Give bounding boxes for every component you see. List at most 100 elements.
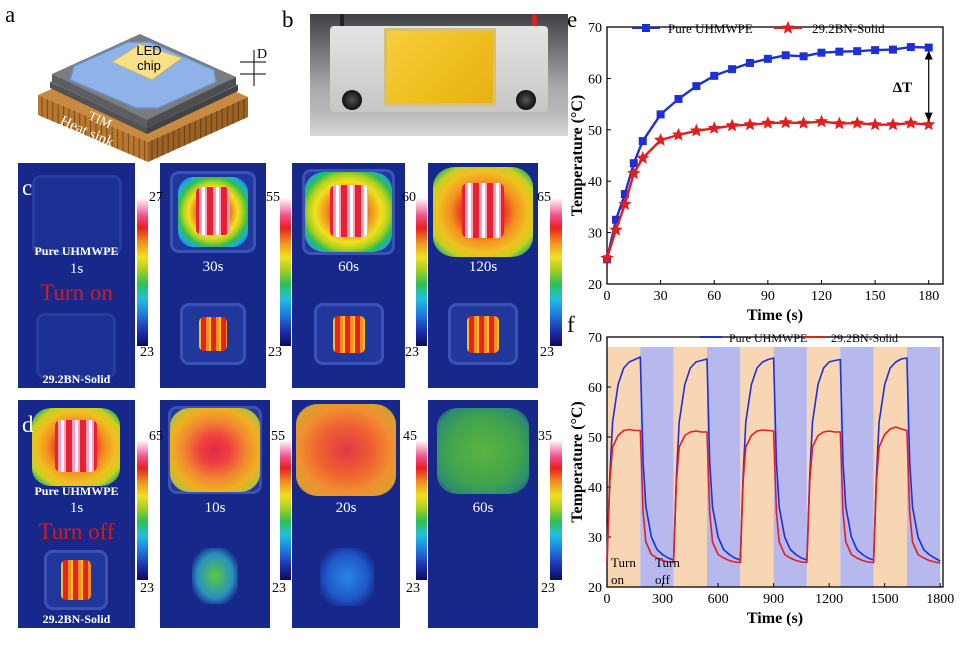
data-point-bn-solid [743, 117, 757, 131]
y-tick-label: 40 [588, 175, 602, 190]
colorbar-min: 23 [272, 581, 286, 596]
tim-layer-right [147, 85, 238, 134]
data-point-pure-uhmwpe [888, 45, 897, 54]
data-point-pure-uhmwpe [692, 82, 701, 91]
led-chip [110, 43, 184, 81]
action-label: Turn on [40, 280, 113, 305]
data-point-bn-solid [725, 118, 739, 132]
x-tick-label: 1500 [871, 592, 899, 607]
data-point-pure-uhmwpe [835, 47, 844, 56]
legend-label: Pure UHMWPE [729, 331, 807, 345]
sample-label-bottom: 29.2BN-Solid [42, 612, 111, 626]
colorbar [137, 440, 148, 580]
data-point-pure-uhmwpe [629, 159, 638, 168]
delta-t-arrowhead-top [924, 50, 933, 60]
colorbar-max: 60 [402, 190, 416, 205]
colorbar [550, 198, 562, 346]
data-point-pure-uhmwpe [817, 48, 826, 57]
led-hotspot-top [196, 187, 230, 235]
colorbar [416, 198, 427, 346]
colorbar-min: 23 [406, 581, 420, 596]
x-tick-label: 900 [763, 592, 784, 607]
panel-label-d: d [22, 412, 34, 437]
data-point-bn-solid [779, 115, 793, 129]
x-tick-label: 90 [761, 289, 775, 304]
y-tick-label: 20 [588, 581, 602, 596]
led-hotspot-bottom [333, 316, 365, 353]
thermal-image-c-30s: 30s [160, 163, 266, 388]
chart-e: 20 30 40 50 60 70 0 30 60 90 120 150 180 Time (s) Temp… [569, 21, 944, 324]
mount-rail [310, 114, 568, 136]
x-tick-label: 30 [654, 289, 668, 304]
data-point-pure-uhmwpe [728, 65, 737, 74]
time-label: 60s [472, 500, 494, 516]
x-tick-label: 120 [811, 289, 832, 304]
phosphor-area [384, 28, 496, 106]
data-point-bn-solid [689, 123, 703, 137]
panel-label-b: b [282, 7, 294, 32]
thickness-label: D [257, 47, 268, 62]
series-line-bn-solid [605, 120, 929, 259]
heat-sink-left-face [38, 95, 148, 162]
data-point-bn-solid [850, 116, 864, 129]
panel-label-e: e [567, 7, 578, 32]
thermal-image-c-120s: 120s [428, 163, 538, 388]
panel-label-a: a [5, 2, 16, 27]
data-point-bn-solid [796, 116, 811, 129]
cooling-band [640, 347, 674, 587]
led-module-photo [310, 14, 568, 136]
colorbar-max: 35 [538, 429, 552, 444]
time-label: 30s [202, 259, 224, 275]
x-tick-label: 180 [918, 289, 939, 304]
cooling-band [906, 347, 941, 587]
led-module-schematic [38, 34, 266, 162]
screw-right [516, 90, 536, 110]
legend-marker [642, 24, 650, 32]
sample-label-top: Pure UHMWPE [34, 484, 119, 498]
black-wire [340, 14, 344, 36]
heat-spot-bottom [320, 548, 374, 606]
heating-band [806, 347, 841, 587]
data-point-bn-solid [636, 151, 650, 164]
colorbar-max: 27 [149, 190, 163, 205]
delta-t-label: ΔT [893, 80, 912, 96]
data-point-pure-uhmwpe [799, 52, 808, 61]
y-tick-label: 70 [588, 331, 602, 346]
colorbar-max: 55 [266, 190, 280, 205]
heating-band [673, 347, 707, 587]
led-hotspot-bottom [61, 560, 91, 600]
time-label: 1s [69, 261, 84, 277]
chart-f: 20 30 40 50 60 70 0 300 600 900 1200 1500 1800 Time (… [569, 331, 954, 627]
legend-marker [781, 21, 795, 34]
chip-package-bottom [36, 313, 116, 379]
sample-label-bottom: 29.2BN-Solid [42, 372, 111, 386]
y-tick-label: 60 [588, 72, 602, 87]
data-point-bn-solid [609, 223, 623, 236]
heating-band [607, 347, 641, 587]
y-tick-label: 50 [588, 431, 602, 446]
colorbar-min: 23 [405, 345, 419, 360]
y-axis-title: Temperature (°C) [569, 95, 586, 216]
heat-spot-bottom [192, 548, 238, 604]
data-point-pure-uhmwpe [611, 215, 620, 224]
x-axis-title: Time (s) [747, 307, 803, 324]
screw-left [342, 90, 362, 110]
thermal-image-c-1s: Pure UHMWPE 1s Turn on 29.2BN-Solid [18, 163, 135, 388]
time-label: 120s [468, 259, 498, 275]
sample-label-top: Pure UHMWPE [34, 244, 119, 258]
colorbar-max: 65 [537, 190, 551, 205]
y-tick-label: 20 [588, 278, 602, 293]
cooling-band [706, 347, 741, 587]
data-point-pure-uhmwpe [638, 137, 647, 146]
data-point-bn-solid [832, 116, 846, 130]
data-point-pure-uhmwpe [924, 43, 933, 52]
data-point-bn-solid [618, 197, 632, 210]
y-tick-label: 60 [588, 381, 602, 396]
led-hotspot-top [462, 183, 504, 238]
led-hotspot-top [330, 185, 368, 237]
data-point-pure-uhmwpe [620, 190, 629, 199]
legend-label: 29.2BN-Solid [812, 21, 885, 36]
data-point-bn-solid [761, 116, 775, 129]
y-tick-label: 30 [588, 227, 602, 242]
heat-spot-top [437, 408, 529, 494]
